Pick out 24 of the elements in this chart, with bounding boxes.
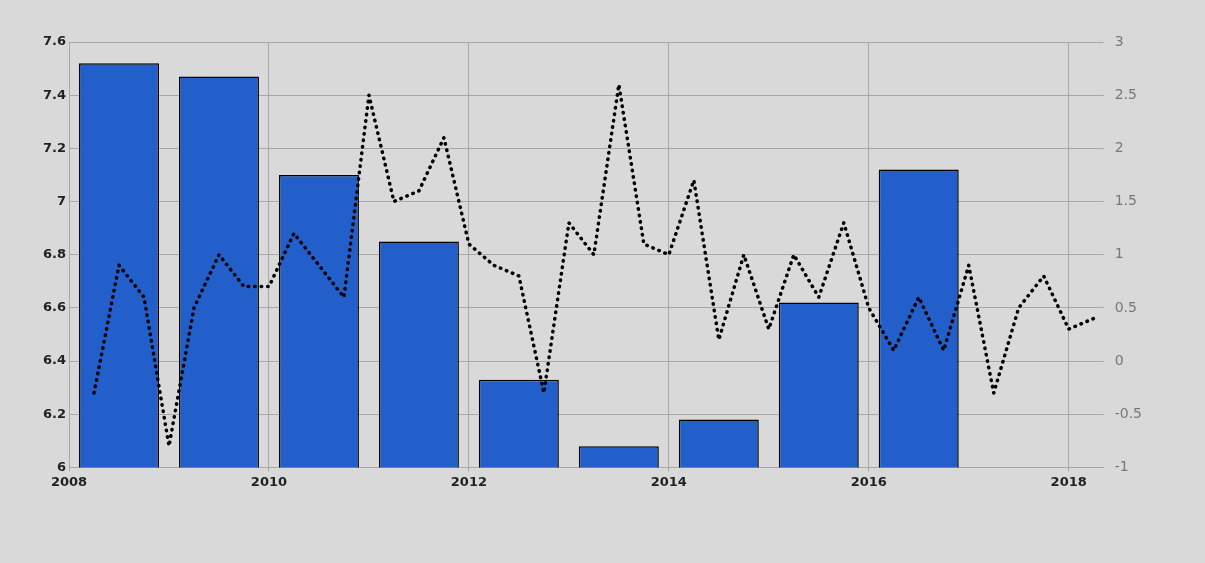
y2-tick-label: 0 [1114,351,1124,368]
y2-tick-label: -1 [1114,458,1129,475]
y2-tick-label: 1 [1114,245,1124,262]
x-tick-label: 2014 [650,473,687,489]
y-tick-label: 6 [56,458,67,474]
x-tick-label: 2010 [250,473,288,489]
x-tick-label: 2012 [450,473,487,489]
y2-tick-label: 1.5 [1114,192,1137,209]
y2-tick-label: 2 [1114,138,1124,155]
y2-tick-label: 0.5 [1114,298,1137,315]
y-tick-label: 7.2 [43,139,67,155]
y-tick-label: 6.8 [43,246,67,262]
y-tick-label: 6.2 [43,405,67,421]
y2-tick-label: 2.5 [1114,85,1137,102]
y-tick-label: 7.4 [43,86,67,102]
y2-tick-label: -0.5 [1114,404,1143,421]
y2-tick-label: 3 [1114,32,1124,49]
y-tick-label: 7 [56,192,67,208]
x-tick-label: 2016 [850,473,887,489]
x-tick-label: 2018 [1050,473,1087,489]
y-tick-label: 6.4 [43,352,67,368]
y-tick-label: 6.6 [43,299,67,315]
x-tick-label: 2008 [50,473,88,489]
y-tick-label: 7.6 [43,33,67,49]
